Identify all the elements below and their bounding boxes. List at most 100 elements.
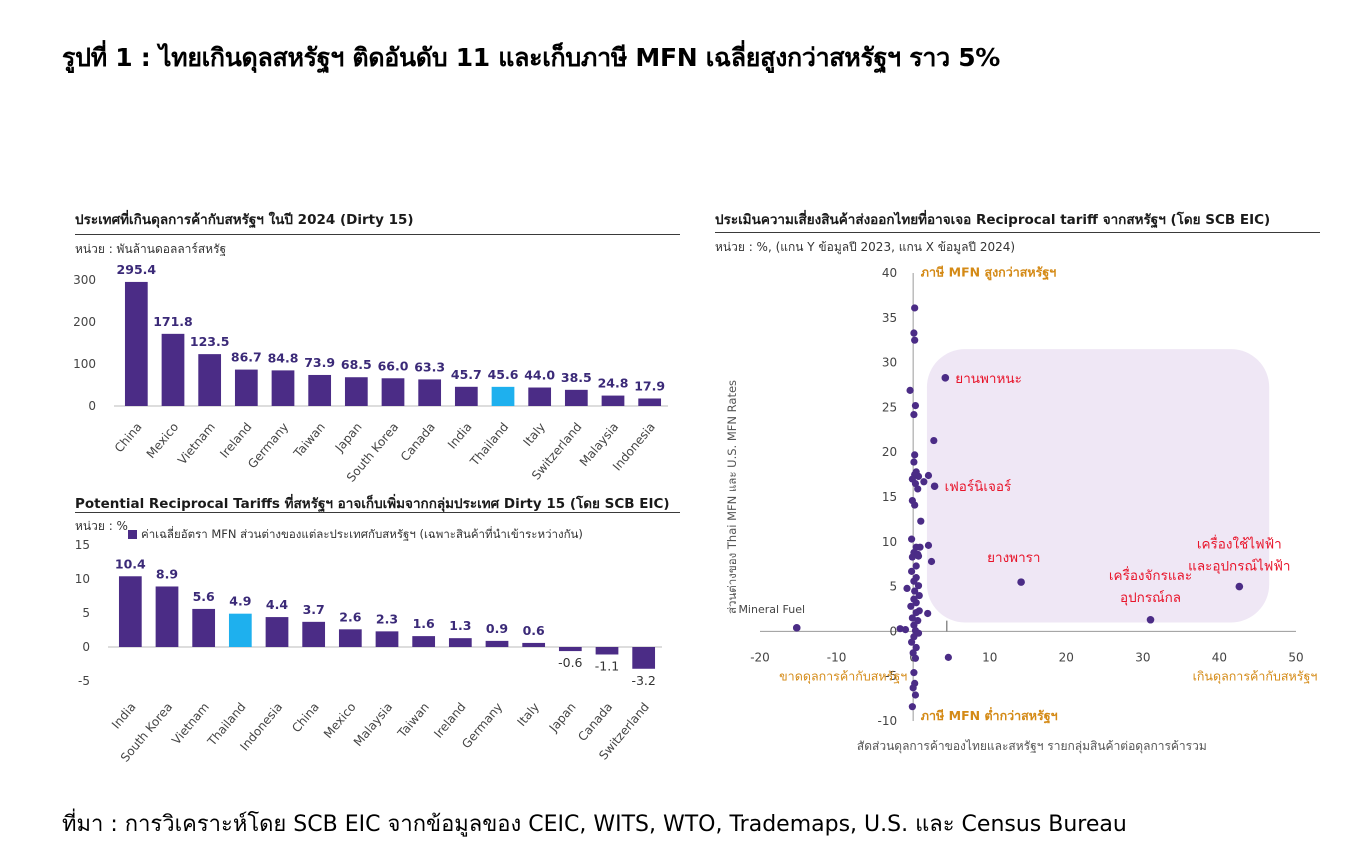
y-tick-label: -10 — [878, 714, 898, 728]
point-label: เครื่องจักรและอุปกรณ์กล — [1109, 566, 1192, 606]
y-tick-label: -5 — [885, 669, 897, 683]
chart1-category-label: Italy — [520, 420, 547, 449]
labeled-point — [1017, 578, 1025, 586]
chart1-bar — [161, 333, 185, 406]
scatter-point — [912, 608, 920, 617]
scatter-point — [911, 501, 919, 509]
chart1-bar — [308, 374, 332, 406]
chart2-title: Potential Reciprocal Tariffs ที่สหรัฐฯ อ… — [75, 496, 670, 512]
chart2-ytick: -5 — [78, 674, 90, 688]
chart2-value-label: -3.2 — [631, 673, 655, 688]
chart1-value-label: 68.5 — [341, 357, 372, 372]
labeled-point — [1235, 582, 1244, 591]
x-tick-label: 40 — [1212, 650, 1227, 664]
scatter-point — [924, 609, 932, 618]
scatter-point — [910, 577, 918, 585]
labeled-point — [792, 624, 801, 632]
chart2-value-label: 1.6 — [413, 616, 435, 631]
chart1-bar — [638, 398, 662, 406]
chart1-bar — [418, 379, 442, 406]
chart2-bar — [375, 631, 399, 647]
point-label: เครื่องใช้ไฟฟ้าและอุปกรณ์ไฟฟ้า — [1188, 535, 1290, 575]
scatter-point — [909, 649, 917, 657]
point-label: ยานพาหนะ — [955, 371, 1022, 387]
chart2-value-label: 2.3 — [376, 611, 398, 626]
labeled-point — [1146, 615, 1155, 624]
chart2-bar — [632, 647, 656, 669]
chart2-value-label: 0.6 — [523, 623, 545, 638]
scatter-point — [924, 541, 933, 549]
chart2-category-label: Malaysia — [351, 700, 395, 749]
chart1-value-label: 44.0 — [524, 368, 555, 383]
chart2-bar — [448, 638, 472, 647]
scatter-point — [914, 552, 923, 560]
point-label: เฟอร์นิเจอร์ — [945, 478, 1012, 495]
scatter-point — [906, 386, 914, 394]
scatter-point — [909, 684, 917, 692]
chart2-value-label: 8.9 — [156, 566, 178, 581]
chart1-value-label: 66.0 — [378, 358, 409, 373]
point-label-line: อุปกรณ์กล — [1120, 589, 1181, 606]
chart1-bar — [528, 387, 552, 406]
chart1-value-label: 17.9 — [634, 378, 665, 393]
chart1-bar — [454, 386, 478, 406]
chart2-ytick: 15 — [75, 538, 90, 552]
scatter-point — [914, 582, 923, 590]
point-label: Mineral Fuel — [738, 603, 805, 616]
scatter-point — [914, 472, 923, 480]
chart3-plot: -20-10010203040504035302520151050-5-10ภา… — [725, 265, 1317, 754]
chart2-bar — [228, 613, 252, 647]
scatter-point — [920, 478, 928, 486]
chart2-legend: ค่าเฉลี่ยอัตรา MFN ส่วนต่างของแต่ละประเท… — [128, 526, 583, 544]
chart1-bar — [271, 370, 295, 406]
point-label-line: และอุปกรณ์ไฟฟ้า — [1188, 558, 1290, 575]
chart2-unit: หน่วย : % — [75, 519, 128, 533]
chart2-value-label: -0.6 — [558, 655, 582, 670]
scatter-point — [917, 517, 925, 525]
scatter-point — [911, 587, 919, 595]
scatter-point — [903, 584, 911, 592]
scatter-point — [908, 553, 916, 561]
x-tick-label: 50 — [1288, 650, 1303, 664]
chart1-bar — [234, 369, 258, 406]
scatter-point — [908, 567, 916, 575]
chart2-value-label: 4.4 — [266, 597, 288, 612]
chart2-category-label: Taiwan — [394, 700, 432, 741]
chart2-value-label: -1.1 — [595, 658, 619, 673]
scatter-point — [914, 485, 922, 493]
chart1-bar — [601, 395, 625, 406]
chart1-value-label: 45.6 — [488, 367, 519, 382]
scatter-point — [910, 458, 918, 466]
scatter-point — [910, 410, 918, 419]
chart1-ytick: 300 — [73, 273, 96, 287]
chart1-value-label: 84.8 — [268, 350, 299, 365]
chart1-title: ประเทศที่เกินดุลการค้ากับสหรัฐฯ ในปี 202… — [75, 212, 414, 228]
chart1-unit: หน่วย : พันล้านดอลลาร์สหรัฐ — [75, 242, 227, 256]
chart1-plot: 300 200 100 0 295.4 China 171.8 Mexico 123.5 Viet… — [73, 262, 668, 485]
point-label: ยางพารา — [987, 550, 1040, 566]
chart1-ytick: 100 — [73, 357, 96, 371]
x-tick-label: 20 — [1059, 650, 1074, 664]
chart2-bar — [485, 640, 509, 647]
chart2-category-label: Japan — [546, 700, 579, 735]
quadrant-label-top: ภาษี MFN สูงกว่าสหรัฐฯ — [921, 265, 1056, 281]
scatter-point — [912, 562, 920, 570]
chart2-legend-swatch — [128, 530, 137, 539]
scatter-point — [912, 599, 920, 607]
x-tick-label: 10 — [982, 650, 997, 664]
chart2-value-label: 5.6 — [193, 589, 215, 604]
scatter-point — [924, 471, 933, 480]
risk-highlight-zone — [926, 349, 1270, 623]
chart1-value-label: 38.5 — [561, 370, 592, 385]
chart1-category-label: Thailand — [467, 420, 512, 469]
labeled-point — [941, 374, 950, 382]
scatter-point — [896, 625, 904, 633]
chart3-unit: หน่วย : %, (แกน Y ข้อมูลปี 2023, แกน X ข… — [715, 240, 1016, 254]
chart1-value-label: 171.8 — [153, 314, 193, 329]
y-tick-label: 35 — [882, 311, 897, 325]
chart2-category-label: Mexico — [321, 700, 359, 741]
quadrant-label-left: ขาดดุลการค้ากับสหรัฐฯ — [779, 669, 907, 685]
scatter-point — [910, 633, 918, 641]
chart2-value-label: 2.6 — [339, 609, 361, 624]
